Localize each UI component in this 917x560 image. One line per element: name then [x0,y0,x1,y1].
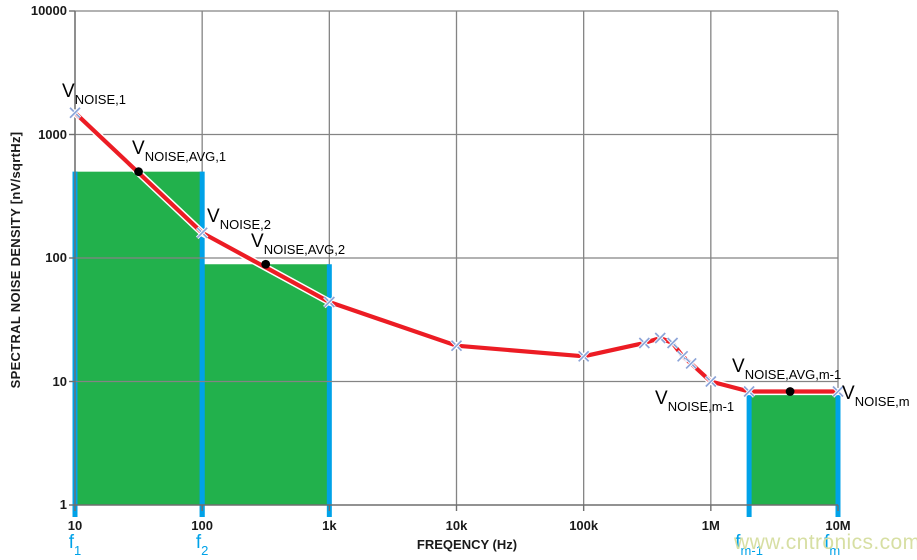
noise-band-bar [202,264,330,505]
y-tick-label: 100 [45,250,67,265]
x-tick-label: 1M [701,518,720,533]
y-axis-title: SPECTRAL NOISE DENSITY [nV/sqrtHz] [8,131,23,389]
average-noise-dot [261,259,271,269]
data-marker-x [705,375,717,388]
data-marker-x [654,332,666,344]
v-noise-annotation: VNOISE,m [842,383,910,409]
data-marker-x [196,227,208,239]
v-noise-annotation: VNOISE,2 [207,206,271,232]
data-marker-x [666,337,679,349]
x-tick-label: 100k [569,518,599,533]
v-noise-annotation: VNOISE,1 [62,81,126,107]
v-noise-annotation: VNOISE,m-1 [655,388,735,414]
v-noise-annotation: VNOISE,AVG,1 [132,138,227,164]
watermark-text: www.cntronics.com [734,531,917,554]
x-tick-label: 100 [191,518,213,533]
v-noise-annotation: VNOISE,AVG,2 [251,231,346,257]
x-tick-label: 10 [67,518,83,533]
y-tick-label: 1000 [38,126,67,142]
data-marker-x [832,385,844,398]
x-axis-title: FREQENCY (Hz) [416,537,518,552]
x-tick-label: 10M [825,518,851,533]
x-tick-label: 1k [322,518,337,533]
y-tick-label: 10 [52,373,67,389]
noise-band-bar [75,171,203,506]
data-marker-x [743,385,755,398]
x-tick-label: 10k [445,518,468,533]
frequency-band-label: fm [824,532,841,558]
noise-band-bar [749,391,838,505]
data-marker-x [578,350,590,362]
v-noise-annotation: VNOISE,AVG,m-1 [732,356,842,382]
data-marker-x [638,337,650,349]
frequency-band-label: fm-1 [735,532,763,558]
data-marker-x [677,350,689,362]
frequency-band-label: f2 [195,532,209,558]
data-marker-x [685,357,697,370]
data-marker-x [323,296,335,308]
frequency-band-label: f1 [68,532,82,558]
y-tick-label: 1 [59,497,67,512]
average-noise-dot [785,387,795,396]
y-tick-label: 10000 [30,3,67,18]
average-noise-dot [134,167,143,177]
data-marker-x [69,107,81,119]
data-marker-x [450,340,463,352]
